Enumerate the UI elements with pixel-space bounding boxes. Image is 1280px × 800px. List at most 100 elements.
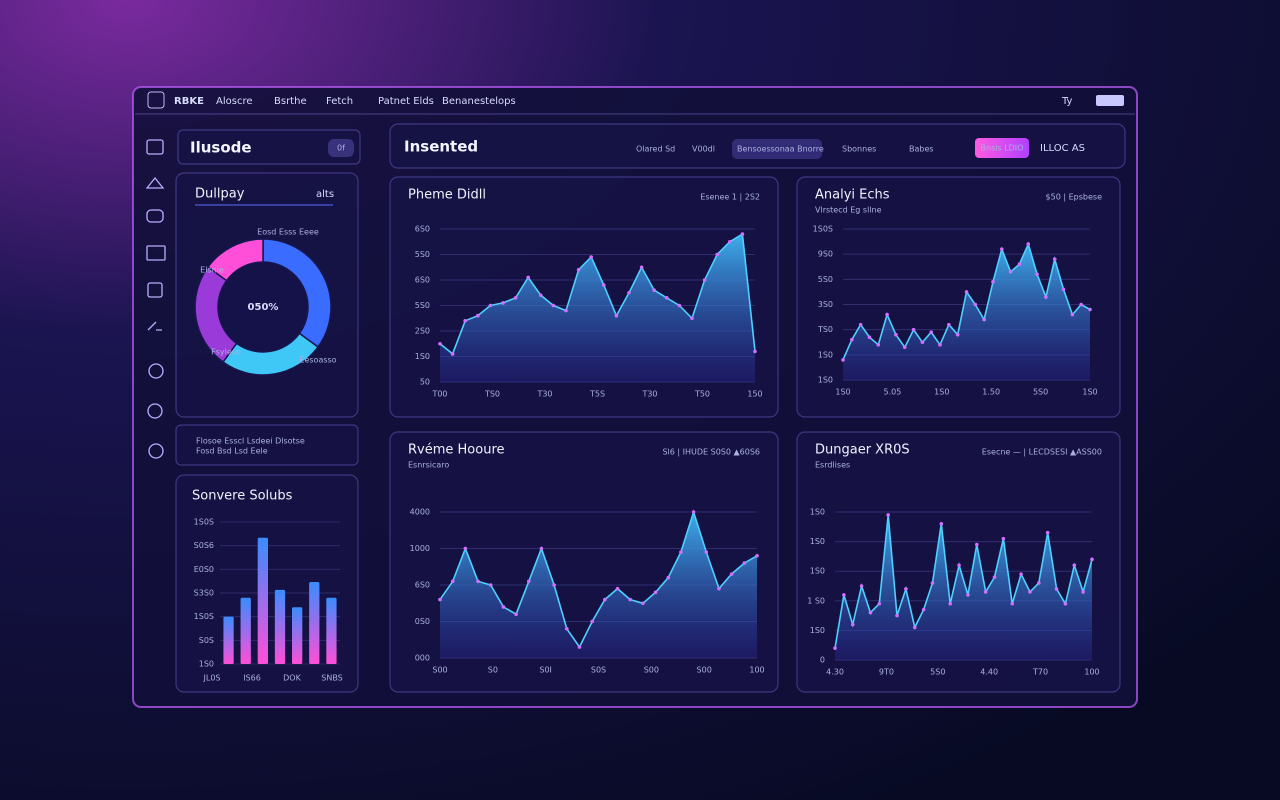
bar: [309, 581, 320, 664]
y-tick-label: 1000: [410, 544, 430, 553]
nav-item[interactable]: Patnet Elds: [378, 96, 434, 107]
control[interactable]: Sbonnes: [842, 145, 876, 154]
point: [858, 322, 863, 327]
x-tick-label: 1S0: [835, 388, 850, 397]
action-label[interactable]: Bnsis LDIO: [981, 144, 1024, 153]
x-tick-label: 5S0: [1033, 388, 1048, 397]
point: [1008, 269, 1013, 274]
side-badge-bg[interactable]: [328, 139, 354, 157]
nav-item[interactable]: Bsrthe: [274, 96, 307, 107]
action-button[interactable]: [975, 138, 1029, 158]
nav-item[interactable]: Aloscre: [216, 96, 253, 107]
point: [964, 290, 969, 294]
side-badge[interactable]: 0f: [337, 144, 345, 153]
point: [565, 627, 569, 631]
point: [894, 332, 898, 337]
point: [974, 542, 979, 547]
point: [450, 579, 455, 584]
control[interactable]: Olared Sd: [636, 145, 675, 154]
point: [539, 546, 544, 551]
point: [476, 579, 480, 584]
y-tick-label: 6S0: [415, 581, 430, 590]
point: [627, 290, 631, 295]
control[interactable]: Babes: [909, 145, 934, 154]
brand: ILLOC AS: [1040, 143, 1085, 154]
x-tick-label: 5S0: [930, 668, 945, 677]
y-tick-label: 1S0: [810, 626, 825, 635]
y-tick-label: 1S0S: [194, 518, 214, 527]
point: [514, 612, 518, 616]
y-tick-label: 6S0: [415, 225, 430, 234]
point: [539, 293, 543, 298]
point: [886, 513, 890, 517]
point: [704, 550, 709, 554]
point: [912, 625, 917, 630]
point: [973, 302, 978, 307]
x-tick-label: 4.30: [826, 668, 844, 677]
point: [930, 581, 935, 585]
x-tick-label: JL0S: [203, 674, 221, 683]
x-tick-label: IS66: [243, 674, 261, 683]
point: [1001, 536, 1006, 541]
point: [463, 546, 468, 551]
y-tick-label: 5S0: [818, 275, 833, 284]
point: [576, 268, 581, 272]
y-tick-label: 1S0: [818, 350, 833, 359]
charts: Pheme Didll Esenee 1 | 2S2 50 1S0 2S0 5S0 6S0 5…: [389, 176, 1121, 693]
point: [463, 319, 468, 323]
chart-title: Pheme Didll: [408, 188, 486, 203]
y-tick-label: 1S0S: [194, 612, 214, 621]
point: [715, 252, 719, 257]
point: [921, 607, 926, 612]
point: [911, 327, 916, 332]
point: [1044, 295, 1048, 299]
point: [957, 563, 961, 568]
nav-button[interactable]: [1096, 95, 1124, 106]
point: [833, 646, 837, 650]
y-tick-label: 1S0: [810, 508, 825, 517]
control[interactable]: Bensoessonaa Bnorre: [737, 145, 824, 154]
y-tick-label: 3S0: [818, 300, 833, 309]
point: [653, 590, 658, 595]
nav-right[interactable]: Ty: [1061, 96, 1073, 107]
point: [641, 601, 645, 606]
chart-meta: Esenee 1 | 2S2: [700, 193, 760, 202]
point: [729, 572, 734, 576]
point: [639, 265, 644, 270]
point: [1088, 307, 1092, 312]
y-tick-label: 4000: [410, 508, 430, 517]
point: [841, 358, 845, 362]
point: [991, 280, 995, 284]
point: [1061, 287, 1066, 292]
point: [1035, 272, 1039, 277]
point: [877, 601, 882, 606]
chart-title: Rvéme Hooure: [408, 443, 505, 458]
point: [948, 601, 953, 606]
control-bg[interactable]: [732, 139, 822, 159]
bar-title: Sonvere Solubs: [192, 489, 293, 504]
point: [742, 561, 747, 565]
x-tick-label: TS0: [484, 390, 500, 399]
point: [513, 296, 518, 300]
donut-label: Eosd Esss Eeee: [257, 228, 319, 237]
point: [438, 341, 442, 346]
x-tick-label: S0I: [539, 666, 552, 675]
point: [552, 583, 556, 587]
point: [1026, 242, 1031, 246]
point: [992, 575, 997, 579]
sidebar-icons: [145, 139, 166, 459]
point: [842, 593, 846, 597]
bar: [240, 597, 251, 664]
point: [717, 586, 721, 591]
x-tick-label: 1S0: [1082, 388, 1097, 397]
donut-link[interactable]: alts: [316, 189, 334, 200]
nav-item[interactable]: Fetch: [326, 96, 353, 107]
point: [920, 340, 925, 345]
control[interactable]: V00dl: [692, 145, 715, 154]
nav-item[interactable]: Benanestelops: [442, 96, 516, 107]
point: [476, 313, 480, 318]
point: [868, 610, 873, 615]
y-tick-label: 9S0: [818, 250, 833, 259]
note-line: Flosoe Esscl Lsdeei Dlsotse: [196, 437, 305, 446]
point: [551, 303, 556, 308]
